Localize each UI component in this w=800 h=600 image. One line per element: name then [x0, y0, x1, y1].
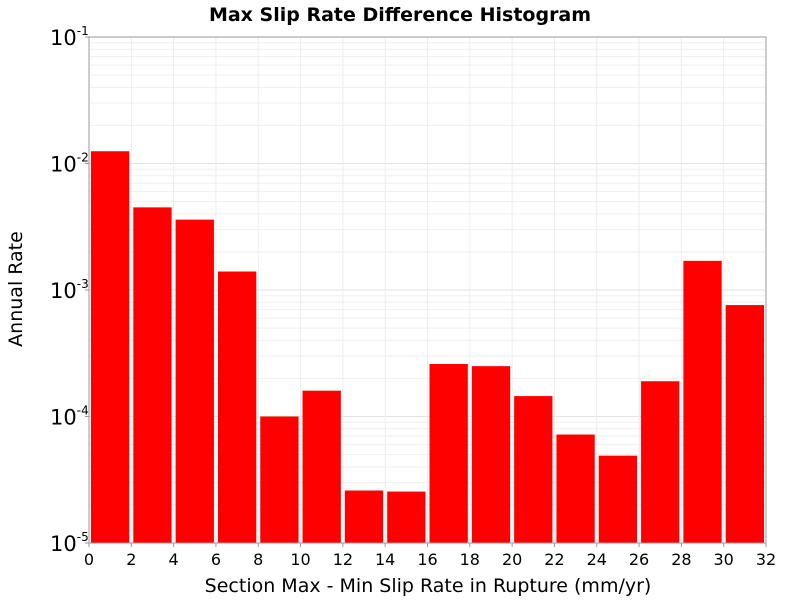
histogram-bar — [133, 207, 172, 543]
x-tick-label: 26 — [629, 550, 649, 569]
histogram-bar — [471, 366, 511, 543]
bars — [91, 151, 764, 543]
x-axis-label: Section Max - Min Slip Rate in Rupture (… — [205, 575, 652, 597]
x-tick-label: 6 — [211, 550, 221, 569]
histogram-bar — [725, 305, 764, 543]
histogram-bar — [217, 271, 257, 543]
x-tick-label: 2 — [126, 550, 136, 569]
histogram-bar — [344, 490, 384, 543]
histogram-bar — [429, 364, 468, 543]
histogram-bar — [260, 416, 299, 543]
y-tick-label: 10-3 — [50, 277, 89, 303]
x-tick-label: 10 — [290, 550, 310, 569]
histogram-bar — [91, 151, 130, 543]
x-tick-label: 28 — [671, 550, 691, 569]
x-axis-ticks: 0 2 4 6 8 10 12 14 16 18 20 22 24 26 28 30 32 — [84, 543, 776, 569]
y-tick-label: 10-4 — [50, 404, 89, 430]
histogram-bar — [641, 381, 680, 543]
y-axis-label: Annual Rate — [5, 231, 27, 347]
x-tick-label: 24 — [587, 550, 607, 569]
histogram-bar — [514, 396, 553, 543]
x-tick-label: 20 — [502, 550, 522, 569]
x-tick-label: 0 — [84, 550, 94, 569]
x-tick-label: 32 — [756, 550, 776, 569]
x-tick-label: 4 — [169, 550, 179, 569]
histogram-bar — [302, 390, 341, 543]
x-tick-label: 12 — [333, 550, 353, 569]
histogram-bar — [683, 260, 722, 543]
chart-title: Max Slip Rate Difference Histogram — [209, 4, 591, 26]
y-tick-label: 10-5 — [50, 530, 89, 556]
x-tick-label: 14 — [375, 550, 395, 569]
histogram-bar — [387, 491, 426, 543]
histogram-bar — [598, 455, 638, 543]
histogram-bar — [175, 219, 214, 543]
x-tick-label: 18 — [460, 550, 480, 569]
y-tick-label: 10-1 — [50, 24, 89, 50]
x-tick-label: 16 — [417, 550, 437, 569]
y-axis-ticks: 10-1 10-2 10-3 10-4 10-5 — [50, 24, 89, 556]
y-tick-label: 10-2 — [50, 151, 89, 177]
x-tick-label: 30 — [714, 550, 734, 569]
histogram-bar — [556, 434, 595, 543]
x-tick-label: 22 — [544, 550, 564, 569]
x-tick-label: 8 — [253, 550, 263, 569]
